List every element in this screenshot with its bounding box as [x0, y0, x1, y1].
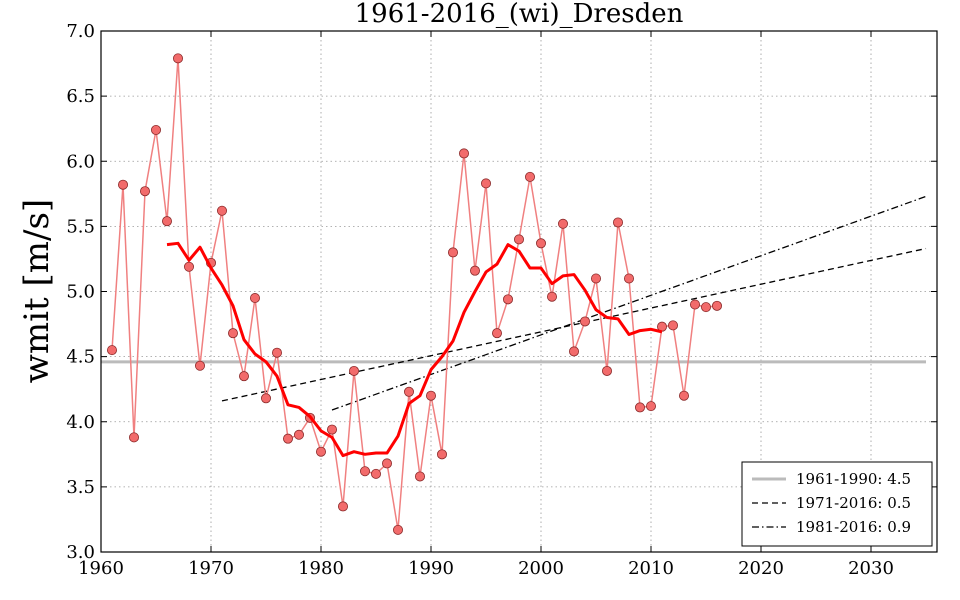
trend-line [331, 195, 927, 411]
annual-point [580, 316, 591, 327]
annual-point [558, 218, 569, 229]
x-tick-label: 1980 [298, 558, 344, 579]
y-tick-label: 7.0 [66, 21, 95, 42]
annual-point [139, 186, 150, 197]
x-tick-label: 2010 [628, 558, 674, 579]
annual-point [118, 179, 129, 190]
annual-point [414, 471, 425, 482]
legend: 1961-1990: 4.5 1971-2016: 0.5 1981-2016:… [741, 461, 933, 547]
annual-point [381, 458, 392, 469]
annual-point [569, 346, 580, 357]
y-tick-label: 4.5 [66, 347, 95, 368]
annual-point [194, 360, 205, 371]
annual-point [679, 390, 690, 401]
annual-point [271, 347, 282, 358]
y-tick-label: 6.5 [66, 86, 95, 107]
annual-point [712, 300, 723, 311]
annual-series-line [111, 58, 718, 530]
annual-point [602, 365, 613, 376]
y-tick-label: 5.0 [66, 282, 95, 303]
annual-point [425, 390, 436, 401]
annual-point [701, 302, 712, 313]
annual-point [447, 247, 458, 258]
annual-series-points [107, 53, 723, 535]
y-tick-label: 3.5 [66, 477, 95, 498]
annual-point [469, 265, 480, 276]
moving-average-line [166, 241, 663, 458]
annual-point [502, 294, 513, 305]
x-tick-label: 2000 [518, 558, 564, 579]
annual-point [293, 429, 304, 440]
annual-point [668, 320, 679, 331]
y-axis-label: wmit [m/s] [17, 199, 57, 383]
annual-point [238, 371, 249, 382]
x-tick-label: 1970 [188, 558, 234, 579]
annual-point [172, 53, 183, 64]
x-tick-label: 1990 [408, 558, 454, 579]
annual-point [315, 446, 326, 457]
y-tick-label: 6.0 [66, 151, 95, 172]
legend-entry-normal: 1961-1990: 4.5 [796, 470, 911, 488]
annual-point [282, 433, 293, 444]
annual-point [403, 386, 414, 397]
x-tick-label: 2020 [738, 558, 784, 579]
annual-point [260, 393, 271, 404]
legend-box [741, 461, 933, 547]
y-axis-ticks: 3.0 3.5 4.0 4.5 5.0 5.5 6.0 6.5 7.0 [66, 21, 937, 563]
annual-point [613, 217, 624, 228]
y-tick-label: 4.0 [66, 412, 95, 433]
annual-point [547, 291, 558, 302]
x-tick-label: 1960 [78, 558, 124, 579]
annual-point [624, 273, 635, 284]
annual-point [458, 148, 469, 159]
chart-title: 1961-2016_(wi)_Dresden [355, 0, 684, 29]
annual-point [370, 468, 381, 479]
annual-point [337, 501, 348, 512]
annual-point [227, 328, 238, 339]
annual-point [161, 216, 172, 227]
y-tick-label: 3.0 [66, 542, 95, 563]
annual-point [326, 424, 337, 435]
annual-point [646, 401, 657, 412]
annual-point [491, 328, 502, 339]
legend-entry-trend-1971: 1971-2016: 0.5 [796, 494, 911, 512]
annual-point [436, 449, 447, 460]
annual-point [348, 365, 359, 376]
annual-point [690, 299, 701, 310]
trend-line [221, 247, 927, 402]
y-tick-label: 5.5 [66, 216, 95, 237]
annual-line [111, 58, 718, 530]
reference-lines [101, 195, 927, 411]
annual-point [480, 178, 491, 189]
x-tick-label: 2030 [848, 558, 894, 579]
annual-point [359, 466, 370, 477]
annual-point [392, 524, 403, 535]
annual-point [216, 205, 227, 216]
annual-point [525, 171, 536, 182]
moving-average-series [166, 241, 663, 458]
annual-point [150, 124, 161, 135]
annual-point [536, 238, 547, 249]
x-axis-ticks: 1960 1970 1980 1990 2000 2010 2020 2030 [78, 31, 894, 579]
grid [101, 31, 937, 552]
annual-point [183, 261, 194, 272]
annual-point [514, 234, 525, 245]
annual-point [107, 345, 118, 356]
annual-point [635, 402, 646, 413]
legend-entry-trend-1981: 1981-2016: 0.9 [796, 518, 911, 536]
annual-point [249, 293, 260, 304]
annual-point [591, 273, 602, 284]
annual-point [128, 432, 139, 443]
